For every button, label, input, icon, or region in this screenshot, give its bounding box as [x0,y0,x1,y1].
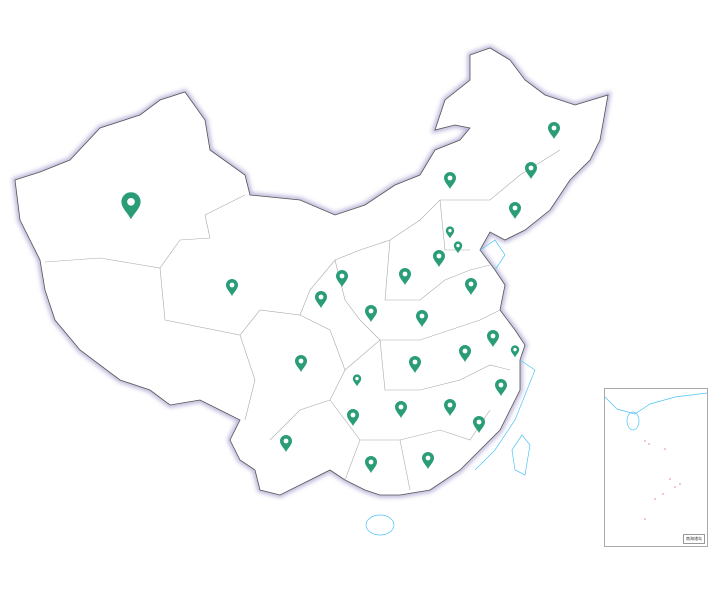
map-marker-icon[interactable] [548,122,560,139]
map-marker-icon[interactable] [453,241,463,254]
map-marker-icon[interactable] [459,345,471,362]
map-marker-icon[interactable] [525,162,537,179]
map-marker-icon[interactable] [473,416,485,433]
markers [121,122,560,473]
map-marker-icon[interactable] [399,268,411,285]
map-marker-icon[interactable] [509,202,521,219]
map-marker-icon[interactable] [315,291,327,308]
map-marker-icon[interactable] [121,192,141,220]
map-marker-icon[interactable] [487,330,499,347]
map-marker-icon[interactable] [295,355,307,372]
map-marker-icon[interactable] [422,452,434,469]
map-marker-icon[interactable] [280,435,292,452]
map-marker-icon[interactable] [433,250,445,267]
map-marker-icon[interactable] [347,409,359,426]
map-marker-icon[interactable] [495,379,507,396]
inset-map [605,392,707,520]
map-marker-icon[interactable] [365,305,377,322]
map-marker-icon[interactable] [352,374,362,387]
map-marker-icon[interactable] [395,401,407,418]
map-marker-icon[interactable] [444,172,456,189]
map-marker-icon[interactable] [510,345,520,358]
south-china-sea-inset: 南海诸岛 [604,388,708,547]
map-marker-icon[interactable] [365,456,377,473]
province-borders [44,149,561,491]
map-marker-icon[interactable] [409,356,421,373]
map-marker-icon[interactable] [226,279,238,296]
map-marker-icon[interactable] [465,278,477,295]
map-marker-icon[interactable] [336,270,348,287]
map-marker-icon[interactable] [445,226,455,239]
country-outline [12,45,612,498]
map-marker-icon[interactable] [444,399,456,416]
coastline-water [365,239,536,536]
map-marker-icon[interactable] [416,310,428,327]
inset-title: 南海诸岛 [683,534,705,544]
